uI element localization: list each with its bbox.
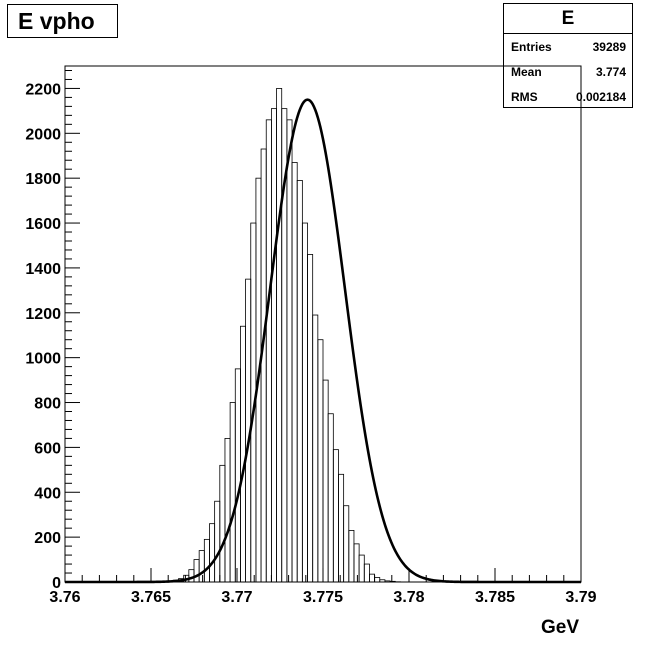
histogram-bins (157, 88, 401, 583)
histogram-bin (240, 325, 247, 583)
x-tick-label: 3.765 (131, 589, 171, 606)
histogram-bin (338, 473, 345, 583)
y-tick-labels: 0 200 400 600 800 1000 1200 1400 1600 1800 2000 220… (25, 81, 61, 592)
y-tick-label: 1400 (25, 261, 61, 278)
histogram-bin (343, 505, 350, 583)
statistics-histogram-name: E (504, 4, 632, 34)
histogram-bin (286, 119, 293, 583)
histogram-bin (203, 538, 210, 583)
histogram-title: E vpho (18, 8, 95, 34)
y-tick-label: 2000 (25, 126, 61, 143)
histogram-bin (363, 563, 370, 583)
histogram-title-box: E vpho (7, 4, 118, 38)
y-tick-label: 1200 (25, 306, 61, 323)
y-tick-label: 1800 (25, 171, 61, 188)
stats-row-entries: Entries 39289 (504, 34, 632, 59)
gaussian-fit-curve (65, 98, 581, 584)
histogram-bin (384, 580, 391, 583)
stats-mean-value: 3.774 (595, 65, 626, 79)
y-tick-label: 1600 (25, 216, 61, 233)
stats-rms-label: RMS (511, 90, 538, 104)
histogram-bin (348, 530, 355, 583)
histogram-bin (358, 554, 365, 583)
statistics-box: E Entries 39289 Mean 3.774 RMS 0.002184 (503, 3, 633, 108)
histogram-bin (291, 162, 298, 583)
histogram-bin (327, 413, 334, 583)
x-tick-label: 3.78 (393, 589, 424, 606)
histogram-bin (276, 88, 283, 583)
histogram-bin (353, 543, 360, 583)
histogram-bin (332, 449, 339, 583)
histogram-bin (234, 368, 241, 583)
stats-rms-value: 0.002184 (575, 90, 626, 104)
histogram-bin (270, 108, 277, 583)
x-tick-label: 3.76 (49, 589, 80, 606)
stats-row-rms: RMS 0.002184 (504, 84, 632, 109)
stats-entries-label: Entries (511, 40, 552, 54)
histogram-bin (389, 580, 396, 583)
histogram-bin (379, 579, 386, 583)
histogram-bin (301, 222, 308, 583)
histogram-bin (229, 402, 236, 583)
y-tick-label: 600 (34, 440, 61, 457)
stats-mean-label: Mean (511, 65, 542, 79)
histogram-bin (193, 559, 200, 583)
y-tick-label: 200 (34, 530, 61, 547)
histogram-bin (224, 438, 231, 583)
histogram-bin (198, 550, 205, 583)
histogram-bin (312, 314, 319, 583)
x-tick-label: 3.79 (565, 589, 596, 606)
histogram-bin (260, 148, 267, 583)
y-tick-label: 2200 (25, 81, 61, 98)
histogram-bin (317, 339, 324, 583)
stats-row-mean: Mean 3.774 (504, 59, 632, 84)
histogram-bin (219, 464, 226, 583)
x-tick-label: 3.775 (303, 589, 343, 606)
stats-entries-value: 39289 (592, 40, 626, 54)
y-tick-label: 400 (34, 485, 61, 502)
y-tick-label: 1000 (25, 351, 61, 368)
histogram-bin (188, 569, 195, 583)
y-tick-label: 800 (34, 396, 61, 413)
x-tick-labels: 3.76 3.765 3.77 3.775 3.78 3.785 3.79 (49, 589, 596, 606)
histogram-bin (265, 119, 272, 583)
y-tick-label: 0 (52, 575, 61, 592)
histogram-bin (369, 573, 376, 583)
histogram-bin (374, 577, 381, 583)
histogram-bin (214, 500, 221, 583)
x-axis-title: GeV (541, 617, 579, 638)
x-tick-label: 3.785 (475, 589, 515, 606)
histogram-bin (209, 523, 216, 583)
histogram-bin (296, 180, 303, 583)
histogram-bin (322, 379, 329, 583)
histogram-bin (307, 254, 314, 583)
x-tick-label: 3.77 (221, 589, 252, 606)
